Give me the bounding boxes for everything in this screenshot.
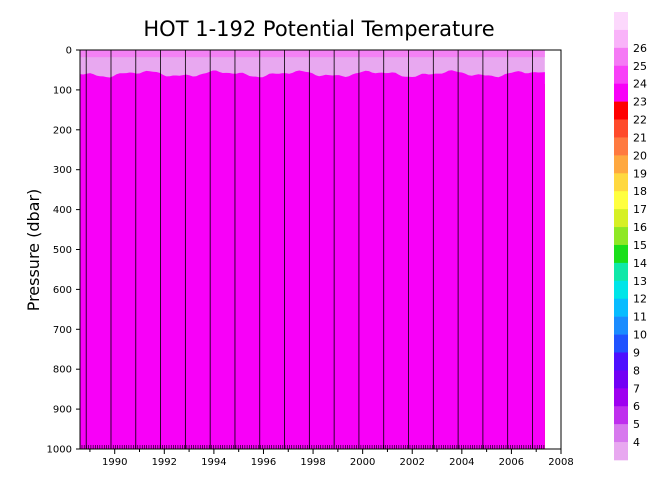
legend-label: 4	[633, 436, 640, 449]
legend-swatch	[614, 316, 628, 335]
x-tick-label: 1994	[201, 457, 226, 468]
x-tick-label: 2008	[548, 457, 573, 468]
band-surface	[80, 50, 545, 58]
legend-swatch	[614, 244, 628, 264]
x-tick-label: 2004	[449, 457, 474, 468]
legend-swatch	[614, 65, 628, 84]
y-tick-label: 800	[53, 365, 72, 376]
y-tick-label: 0	[66, 46, 72, 57]
y-tick-label: 400	[53, 205, 72, 216]
x-axis: 1990 1992 1994 1996 1998 2000 2002 2004 2006 2008	[89, 449, 574, 468]
x-tick-label: 1992	[152, 457, 177, 468]
legend-swatch	[614, 406, 628, 425]
y-tick-label: 1000	[47, 445, 72, 456]
y-tick-label: 200	[53, 125, 72, 136]
legend-swatch	[614, 209, 628, 228]
legend-label: 13	[633, 275, 647, 288]
legend-label: 26	[633, 42, 647, 55]
x-tick-label: 2006	[499, 457, 524, 468]
legend-label: 23	[633, 96, 647, 109]
legend-label: 8	[633, 364, 640, 377]
legend-swatch	[614, 47, 628, 67]
y-tick-label: 700	[53, 325, 72, 336]
legend-label: 18	[633, 185, 647, 198]
legend-label: 19	[633, 167, 647, 180]
legend-swatch	[614, 334, 628, 353]
y-axis: 0 100 200 300 400 500 600 700 800 900 1000	[47, 46, 80, 456]
x-tick-label: 2000	[350, 457, 375, 468]
legend-swatch	[614, 173, 628, 192]
legend-swatch	[614, 442, 628, 461]
legend-swatch	[614, 12, 628, 31]
x-tick-label: 2002	[400, 457, 425, 468]
legend-swatch	[614, 424, 628, 443]
x-tick-label: 1996	[251, 457, 276, 468]
legend-swatch	[614, 352, 628, 371]
y-tick-label: 300	[53, 165, 72, 176]
y-axis-label: Pressure (dbar)	[24, 189, 43, 312]
y-tick-label: 500	[53, 245, 72, 256]
legend-swatch	[614, 119, 628, 138]
legend-swatch	[614, 155, 628, 174]
legend-label: 14	[633, 257, 647, 270]
legend-swatch	[614, 191, 628, 210]
legend-label: 24	[633, 78, 647, 91]
x-tick-label: 1990	[102, 457, 127, 468]
legend-label: 7	[633, 382, 640, 395]
legend-label: 22	[633, 114, 647, 127]
legend-label: 15	[633, 239, 647, 252]
legend-swatch	[614, 227, 628, 246]
legend-label: 10	[633, 329, 647, 342]
legend-label: 17	[633, 203, 647, 216]
band-top	[80, 70, 545, 449]
legend-label: 6	[633, 400, 640, 413]
legend-swatch	[614, 137, 628, 156]
legend-label: 25	[633, 60, 647, 73]
legend-label: 12	[633, 293, 647, 306]
y-tick-label: 100	[53, 85, 72, 96]
no-data-area	[544, 50, 561, 449]
y-tick-label: 600	[53, 285, 72, 296]
legend-label: 21	[633, 131, 647, 144]
legend-label: 16	[633, 221, 647, 234]
y-tick-label: 900	[53, 405, 72, 416]
legend-label: 9	[633, 347, 640, 360]
legend-swatch	[614, 101, 628, 120]
cruise-lines	[81, 50, 545, 449]
legend: 4 5 6 7 8 9 10 11 12 13 14 15 16 17 18 19 20 21 22 23 24 25 26	[614, 12, 647, 461]
legend-swatch	[614, 262, 628, 282]
legend-swatch	[614, 83, 628, 102]
legend-label: 11	[633, 311, 647, 324]
chart-title: HOT 1-192 Potential Temperature	[143, 17, 494, 41]
legend-label: 5	[633, 418, 640, 431]
legend-swatch	[614, 370, 628, 389]
legend-swatch	[614, 388, 628, 407]
x-tick-label: 1998	[300, 457, 325, 468]
legend-swatch	[614, 298, 628, 317]
legend-swatch	[614, 280, 628, 300]
legend-label: 20	[633, 149, 647, 162]
plot-area	[80, 50, 561, 449]
legend-swatch	[614, 29, 628, 49]
